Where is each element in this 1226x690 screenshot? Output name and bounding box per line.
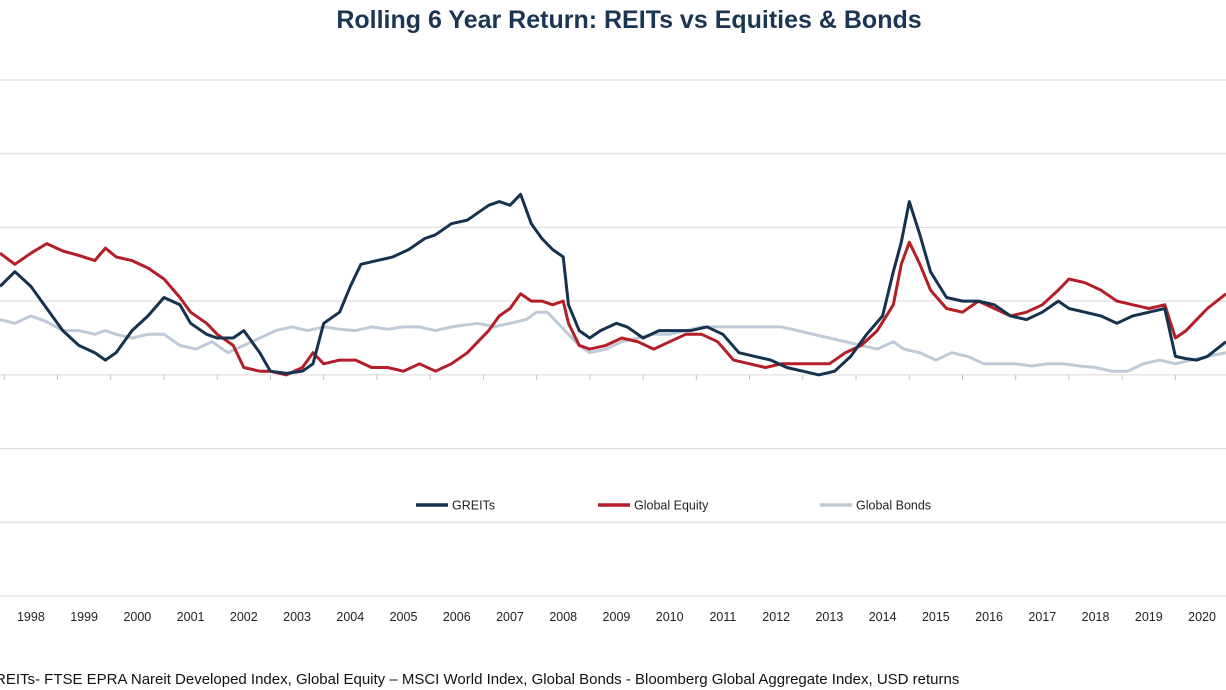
x-tick-label: 2009 [603, 610, 631, 624]
x-tick-label: 2013 [815, 610, 843, 624]
x-tick-label: 1999 [70, 610, 98, 624]
x-tick-label: 2011 [709, 610, 736, 624]
x-tick-label: 2005 [390, 610, 418, 624]
legend-label: Global Bonds [856, 499, 931, 513]
x-tick-label: 1998 [17, 610, 45, 624]
chart-title: Rolling 6 Year Return: REITs vs Equities… [336, 6, 922, 34]
x-tick-label: 2006 [443, 610, 471, 624]
x-tick-label: 2002 [230, 610, 258, 624]
x-axis-ticks: 1998 1999 2000 2001 2002 2003 2004 2005 2006 2007… [3, 374, 1216, 624]
x-tick-label: 2016 [975, 610, 1003, 624]
x-tick-label: 2000 [123, 610, 151, 624]
x-tick-label: 2018 [1082, 610, 1110, 624]
x-tick-label: 2019 [1135, 610, 1163, 624]
gridlines [0, 79, 1226, 597]
x-tick-label: 2008 [549, 610, 577, 624]
x-tick-label: 2007 [496, 610, 524, 624]
x-tick-label: 2003 [283, 610, 311, 624]
x-tick-label: 2012 [762, 610, 790, 624]
x-tick-label: 2001 [177, 610, 205, 624]
series-line-global-bonds [0, 310, 1226, 373]
x-tick-label: 2015 [922, 610, 950, 624]
legend-label: GREITs [452, 499, 495, 513]
x-tick-label: 2020 [1188, 610, 1216, 624]
line-chart: 1998 1999 2000 2001 2002 2003 2004 2005 2006 2007… [0, 79, 1226, 624]
legend-label: Global Equity [634, 499, 709, 513]
x-tick-label: 2004 [336, 610, 364, 624]
x-tick-label: 2014 [869, 610, 897, 624]
series-line-global-equity [0, 240, 1226, 377]
legend: GREITs Global Equity Global Bonds [416, 499, 931, 513]
x-tick-label: 2017 [1028, 610, 1056, 624]
series-lines [0, 192, 1226, 377]
x-tick-label: 2010 [656, 610, 684, 624]
series-line-greits [0, 192, 1226, 377]
source-footnote: REITs- FTSE EPRA Nareit Developed Index,… [0, 671, 960, 688]
